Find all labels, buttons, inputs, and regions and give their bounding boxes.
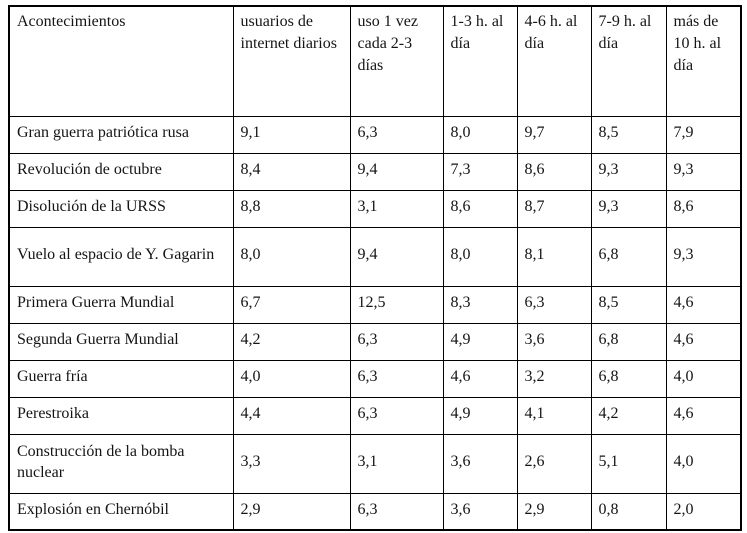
event-label-cell: Disolución de la URSS — [8, 189, 234, 228]
table-row: Explosión en Chernóbil 2,9 6,3 3,6 2,9 0,8 2,0 — [8, 492, 742, 531]
column-header-2: uso 1 vez cada 2-3 días — [349, 5, 444, 117]
column-header-4: 4-6 h. al día — [516, 5, 592, 117]
value-cell: 4,0 — [665, 433, 742, 494]
table-row: Revolución de octubre 8,4 9,4 7,3 8,6 9,3 9,3 — [8, 152, 742, 191]
event-label-cell: Construcción de la bomba nuclear — [8, 433, 234, 494]
value-cell: 4,0 — [232, 359, 351, 398]
value-cell: 8,5 — [590, 115, 667, 154]
value-cell: 6,3 — [349, 492, 444, 531]
value-cell: 9,7 — [516, 115, 592, 154]
value-cell: 2,6 — [516, 433, 592, 494]
value-cell: 9,4 — [349, 152, 444, 191]
value-cell: 4,1 — [516, 396, 592, 435]
table-row: Construcción de la bomba nuclear 3,3 3,1 3,… — [8, 433, 742, 494]
value-cell: 8,8 — [232, 189, 351, 228]
value-cell: 5,1 — [590, 433, 667, 494]
event-label-cell: Revolución de octubre — [8, 152, 234, 191]
event-label-cell: Perestroika — [8, 396, 234, 435]
value-cell: 6,3 — [349, 359, 444, 398]
value-cell: 9,1 — [232, 115, 351, 154]
table-row: Vuelo al espacio de Y. Gagarin 8,0 9,4 8,0 8… — [8, 226, 742, 287]
value-cell: 8,6 — [665, 189, 742, 228]
event-label-cell: Primera Guerra Mundial — [8, 285, 234, 324]
event-label-cell: Gran guerra patriótica rusa — [8, 115, 234, 154]
value-cell: 2,0 — [665, 492, 742, 531]
table-row: Segunda Guerra Mundial 4,2 6,3 4,9 3,6 6,8 4,6 — [8, 322, 742, 361]
value-cell: 4,0 — [665, 359, 742, 398]
value-cell: 8,1 — [516, 226, 592, 287]
value-cell: 8,5 — [590, 285, 667, 324]
value-cell: 8,7 — [516, 189, 592, 228]
value-cell: 8,6 — [516, 152, 592, 191]
value-cell: 3,2 — [516, 359, 592, 398]
value-cell: 3,6 — [516, 322, 592, 361]
table-row: Disolución de la URSS 8,8 3,1 8,6 8,7 9,3 8,6 — [8, 189, 742, 228]
value-cell: 9,3 — [590, 152, 667, 191]
value-cell: 9,3 — [665, 226, 742, 287]
event-label-cell: Guerra fría — [8, 359, 234, 398]
value-cell: 3,6 — [442, 433, 518, 494]
value-cell: 4,6 — [665, 285, 742, 324]
table-row: Perestroika 4,4 6,3 4,9 4,1 4,2 4,6 — [8, 396, 742, 435]
value-cell: 4,2 — [590, 396, 667, 435]
value-cell: 6,8 — [590, 322, 667, 361]
value-cell: 6,3 — [349, 322, 444, 361]
value-cell: 8,0 — [442, 115, 518, 154]
value-cell: 9,4 — [349, 226, 444, 287]
value-cell: 2,9 — [516, 492, 592, 531]
column-header-3: 1-3 h. al día — [442, 5, 518, 117]
value-cell: 3,6 — [442, 492, 518, 531]
value-cell: 6,3 — [349, 396, 444, 435]
value-cell: 9,3 — [665, 152, 742, 191]
column-header-6: más de 10 h. al día — [665, 5, 742, 117]
value-cell: 7,3 — [442, 152, 518, 191]
value-cell: 3,1 — [349, 189, 444, 228]
value-cell: 4,6 — [442, 359, 518, 398]
value-cell: 4,4 — [232, 396, 351, 435]
value-cell: 8,0 — [442, 226, 518, 287]
event-label-cell: Explosión en Chernóbil — [8, 492, 234, 531]
value-cell: 8,6 — [442, 189, 518, 228]
column-header-5: 7-9 h. al día — [590, 5, 667, 117]
value-cell: 3,3 — [232, 433, 351, 494]
value-cell: 8,4 — [232, 152, 351, 191]
value-cell: 6,3 — [349, 115, 444, 154]
value-cell: 4,9 — [442, 396, 518, 435]
value-cell: 0,8 — [590, 492, 667, 531]
value-cell: 3,1 — [349, 433, 444, 494]
column-header-1: usuarios de internet diarios — [232, 5, 351, 117]
value-cell: 6,7 — [232, 285, 351, 324]
value-cell: 4,6 — [665, 322, 742, 361]
table-row: Primera Guerra Mundial 6,7 12,5 8,3 6,3 8,5 4,… — [8, 285, 742, 324]
value-cell: 6,3 — [516, 285, 592, 324]
value-cell: 8,3 — [442, 285, 518, 324]
value-cell: 7,9 — [665, 115, 742, 154]
value-cell: 9,3 — [590, 189, 667, 228]
value-cell: 6,8 — [590, 226, 667, 287]
value-cell: 8,0 — [232, 226, 351, 287]
value-cell: 6,8 — [590, 359, 667, 398]
event-label-cell: Vuelo al espacio de Y. Gagarin — [8, 226, 234, 287]
value-cell: 4,6 — [665, 396, 742, 435]
header-row: Acontecimientos usuarios de internet diar… — [8, 5, 742, 117]
value-cell: 2,9 — [232, 492, 351, 531]
table-row: Gran guerra patriótica rusa 9,1 6,3 8,0 9,7 8… — [8, 115, 742, 154]
value-cell: 12,5 — [349, 285, 444, 324]
value-cell: 4,9 — [442, 322, 518, 361]
events-internet-usage-table: Acontecimientos usuarios de internet diar… — [8, 5, 742, 531]
value-cell: 4,2 — [232, 322, 351, 361]
event-label-cell: Segunda Guerra Mundial — [8, 322, 234, 361]
table-body: Gran guerra patriótica rusa 9,1 6,3 8,0 9,7 8… — [8, 115, 742, 531]
table-row: Guerra fría 4,0 6,3 4,6 3,2 6,8 4,0 — [8, 359, 742, 398]
column-header-0: Acontecimientos — [8, 5, 234, 117]
